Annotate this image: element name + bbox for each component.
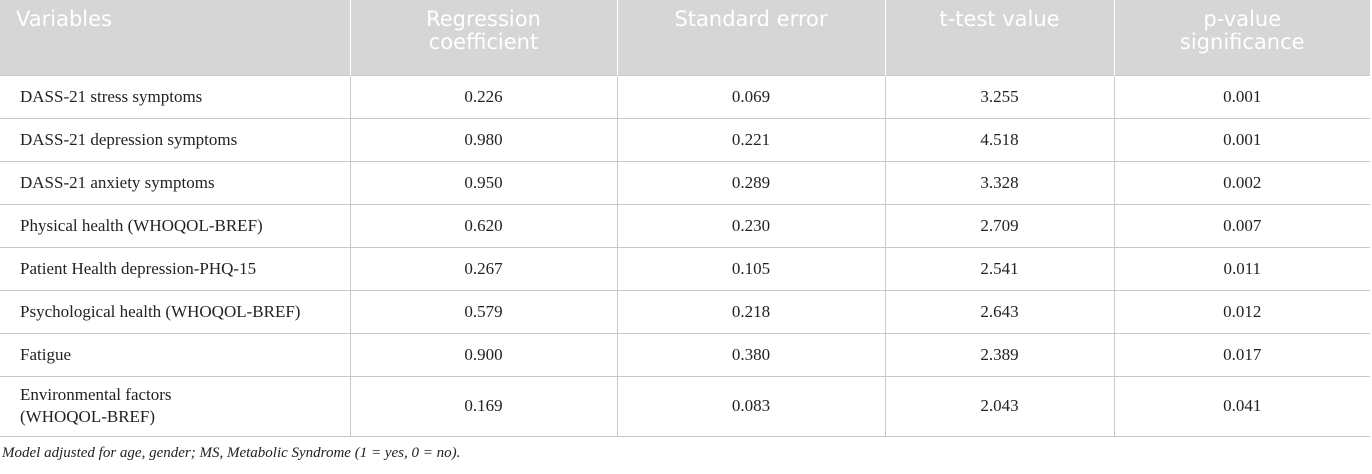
value-cell: 2.389 [884,332,1115,377]
value-cell: 0.041 [1113,375,1370,437]
table-row: Patient Health depression-PHQ-15 0.267 0.1… [0,246,1370,291]
value-cell: 4.518 [884,117,1115,162]
value-cell: 0.007 [1113,203,1370,248]
value-cell: 0.069 [616,74,886,119]
header-text: Regression coefficient [426,7,541,54]
value-cell: 0.289 [616,160,886,205]
value-cell: 0.105 [616,246,886,291]
value-cell: 0.169 [349,375,618,437]
value-cell: 0.083 [616,375,886,437]
header-text: Standard error [674,7,828,31]
header-text: p-value significance [1179,7,1305,54]
variable-cell: Environmental factors (WHOQOL-BREF) [0,375,351,437]
value-cell: 2.043 [884,375,1115,437]
header-cell: p-value significance [1113,0,1370,75]
header-cell: Regression coefficient [349,0,617,75]
variable-cell: Psychological health (WHOQOL-BREF) [0,289,351,334]
table-row: Psychological health (WHOQOL-BREF) 0.579 0… [0,289,1370,334]
value-cell: 0.230 [616,203,886,248]
table-row: Fatigue 0.900 0.380 2.389 0.017 [0,332,1370,377]
value-cell: 0.001 [1113,117,1370,162]
variable-cell: DASS-21 depression symptoms [0,117,351,162]
value-cell: 0.002 [1113,160,1370,205]
variable-cell: Patient Health depression-PHQ-15 [0,246,351,291]
variable-cell: DASS-21 anxiety symptoms [0,160,351,205]
value-cell: 0.017 [1113,332,1370,377]
value-cell: 0.218 [616,289,886,334]
value-cell: 0.380 [616,332,886,377]
value-cell: 0.620 [349,203,618,248]
table-row: DASS-21 anxiety symptoms 0.950 0.289 3.328 0… [0,160,1370,205]
header-cell: Variables [0,0,350,75]
value-cell: 0.001 [1113,74,1370,119]
value-cell: 0.221 [616,117,886,162]
variable-cell: Fatigue [0,332,351,377]
variable-cell: DASS-21 stress symptoms [0,74,351,119]
value-cell: 3.255 [884,74,1115,119]
table-row: Physical health (WHOQOL-BREF) 0.620 0.230 2… [0,203,1370,248]
value-cell: 0.267 [349,246,618,291]
table-row: DASS-21 depression symptoms 0.980 0.221 4.5… [0,117,1370,162]
table-row: Environmental factors (WHOQOL-BREF) 0.169… [0,375,1370,437]
header-cell: t-test value [884,0,1114,75]
value-cell: 0.012 [1113,289,1370,334]
value-cell: 2.541 [884,246,1115,291]
value-cell: 2.709 [884,203,1115,248]
header-text: t-test value [939,7,1060,31]
value-cell: 3.328 [884,160,1115,205]
value-cell: 0.980 [349,117,618,162]
value-cell: 2.643 [884,289,1115,334]
header-text: Variables [16,7,112,31]
value-cell: 0.011 [1113,246,1370,291]
header-cell: Standard error [616,0,885,75]
value-cell: 0.579 [349,289,618,334]
table-body: DASS-21 stress symptoms 0.226 0.069 3.255 0.… [0,74,1370,437]
value-cell: 0.950 [349,160,618,205]
variable-cell: Physical health (WHOQOL-BREF) [0,203,351,248]
results-table: Variables Regression coefficient Standard … [0,0,1370,437]
value-cell: 0.226 [349,74,618,119]
table-row: DASS-21 stress symptoms 0.226 0.069 3.255 0.… [0,74,1370,119]
footnote: Model adjusted for age, gender; MS, Meta… [2,445,461,461]
value-cell: 0.900 [349,332,618,377]
header-row: Variables Regression coefficient Standard … [0,0,1370,75]
